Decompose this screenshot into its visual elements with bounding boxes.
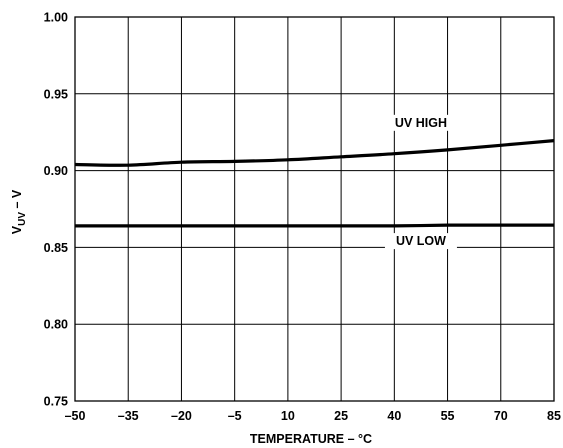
y-tick-label: 0.80 — [44, 318, 68, 332]
uv-high-label: UV HIGH — [395, 116, 447, 130]
y-axis-title: VUV – V — [10, 189, 28, 234]
series-lines — [74, 139, 555, 228]
uv-low-line — [74, 223, 554, 228]
x-tick-label: 25 — [334, 409, 348, 423]
y-tick-label: 1.00 — [44, 11, 68, 25]
uv-low-label-background — [384, 233, 457, 250]
y-tick-label: 0.95 — [44, 87, 68, 101]
x-tick-label: –20 — [171, 409, 192, 423]
x-tick-label: 55 — [441, 409, 455, 423]
y-tick-labels: 0.75 0.80 0.85 0.90 0.95 1.00 — [44, 11, 68, 409]
x-tick-label: 40 — [387, 409, 401, 423]
uv-high-line — [74, 139, 555, 167]
y-tick-label: 0.85 — [44, 241, 68, 255]
x-tick-label: 10 — [281, 409, 295, 423]
x-axis-title: TEMPERATURE – °C — [250, 432, 372, 446]
x-tick-labels: –50 –35 –20 –5 10 25 40 55 70 85 — [65, 409, 561, 423]
uv-low-label: UV LOW — [396, 234, 446, 248]
y-tick-label: 0.75 — [44, 395, 68, 409]
x-tick-label: 70 — [494, 409, 508, 423]
plot-frame — [74, 16, 555, 402]
x-tick-label: –5 — [228, 409, 242, 423]
x-tick-label: 85 — [547, 409, 561, 423]
y-tick-label: 0.90 — [44, 164, 68, 178]
uv-high-label-background — [383, 114, 458, 131]
x-tick-label: –35 — [118, 409, 139, 423]
y-axis-title-main: V — [10, 225, 24, 234]
uv-high-annotation: UV HIGH — [383, 114, 458, 131]
y-axis-title-subscript: UV — [17, 212, 28, 226]
y-axis-title-rest: – V — [10, 189, 24, 212]
uv-low-annotation: UV LOW — [384, 233, 457, 250]
grid-lines — [75, 17, 554, 401]
x-tick-label: –50 — [65, 409, 86, 423]
